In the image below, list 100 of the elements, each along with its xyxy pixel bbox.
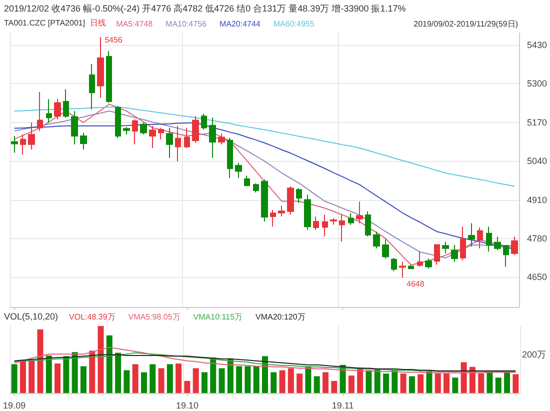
bar	[124, 370, 130, 393]
bar	[115, 352, 122, 393]
candlestick	[391, 257, 397, 272]
candlestick	[192, 116, 199, 144]
bar	[418, 374, 424, 393]
candlestick	[11, 136, 18, 154]
bar	[426, 372, 432, 393]
bar	[184, 380, 190, 393]
bar	[305, 366, 312, 393]
bar	[322, 372, 329, 393]
bar	[20, 360, 26, 393]
bar	[331, 380, 338, 393]
bar	[400, 374, 406, 393]
bar	[236, 366, 242, 393]
bar	[244, 366, 251, 393]
text: 200万	[522, 350, 546, 360]
bar	[262, 356, 268, 393]
candlestick	[313, 216, 319, 230]
bar	[296, 374, 303, 393]
candlestick	[89, 63, 95, 110]
candlestick	[132, 118, 138, 145]
candlestick	[244, 175, 250, 187]
y-tick-label: 4910	[526, 194, 548, 205]
text: VMA20:120万	[256, 312, 306, 322]
candlestick	[451, 244, 458, 262]
bar	[444, 374, 450, 393]
candlestick	[46, 98, 52, 124]
candlestick	[63, 88, 69, 118]
candlestick	[201, 113, 207, 130]
chart-subtitle: TA001.CZC [PTA2001]	[4, 18, 86, 28]
bar	[314, 376, 320, 393]
candlestick	[373, 231, 380, 249]
bar	[348, 376, 354, 393]
bar	[452, 378, 458, 393]
bar	[227, 358, 234, 393]
y-tick-label: 4650	[526, 272, 548, 282]
bar	[460, 362, 467, 393]
bar	[106, 335, 112, 393]
bar	[478, 374, 484, 393]
text: MA20:4744	[219, 20, 261, 28]
text: MA60:4955	[273, 20, 315, 28]
chart-title: 2019/12/02 收4736 幅-0.50%(-24) 开4776 高4782 低4726 结0 合131万 量48.39万 增-33900 振1.17%	[4, 4, 406, 14]
bar	[80, 366, 86, 393]
bar	[63, 356, 70, 393]
candlestick	[184, 127, 190, 148]
text: VMA10:115万	[193, 312, 243, 322]
bar	[158, 368, 164, 393]
series-label: VOL:48.39万	[69, 312, 116, 322]
candlestick	[71, 110, 78, 145]
candlestick	[417, 251, 423, 268]
candlestick	[460, 226, 466, 261]
candlestick	[261, 179, 268, 222]
candlestick	[408, 264, 414, 270]
candlestick	[270, 209, 276, 228]
x-tick-label: 19.09	[3, 400, 26, 410]
candlestick	[140, 122, 147, 136]
bar	[392, 370, 398, 393]
candlestick	[166, 127, 173, 158]
candlestick	[322, 214, 328, 237]
bar	[408, 376, 415, 393]
candlestick	[287, 186, 294, 216]
y-tick-label: 5430	[526, 40, 548, 50]
y-tick-label: 4780	[526, 234, 548, 244]
candlestick	[106, 50, 112, 104]
bar	[469, 366, 476, 393]
text: 2019/09/02-2019/11/29(59日)	[414, 20, 518, 28]
bar	[150, 364, 156, 393]
candlestick	[330, 218, 337, 226]
candlestick	[97, 36, 104, 98]
bar	[176, 364, 182, 393]
bar	[46, 355, 52, 393]
bar	[166, 364, 173, 393]
bar	[288, 368, 294, 393]
chart-title: VOL(5,10,20)	[4, 312, 58, 322]
bar	[366, 370, 372, 393]
bar	[37, 329, 44, 393]
candlestick	[123, 126, 130, 136]
candlestick	[348, 212, 354, 226]
text: MA5:4748	[116, 20, 154, 28]
text: MA10:4756	[166, 20, 208, 28]
candlestick	[37, 91, 43, 132]
line-series	[14, 106, 516, 187]
bar	[72, 352, 78, 393]
y-tick-label: 5040	[526, 156, 548, 166]
candlestick	[304, 194, 311, 230]
candlestick	[365, 210, 371, 237]
candlestick	[175, 125, 181, 162]
candlestick	[486, 226, 492, 252]
candlestick	[442, 241, 449, 254]
candlestick	[149, 125, 156, 148]
bar	[54, 364, 61, 393]
bar	[486, 372, 493, 393]
candlestick	[80, 132, 87, 150]
candlestick	[20, 134, 26, 156]
bar	[192, 368, 199, 393]
bar	[374, 368, 380, 393]
candlestick	[28, 122, 35, 150]
bar	[201, 372, 208, 393]
candlestick	[434, 244, 440, 266]
candlestick	[115, 105, 121, 138]
